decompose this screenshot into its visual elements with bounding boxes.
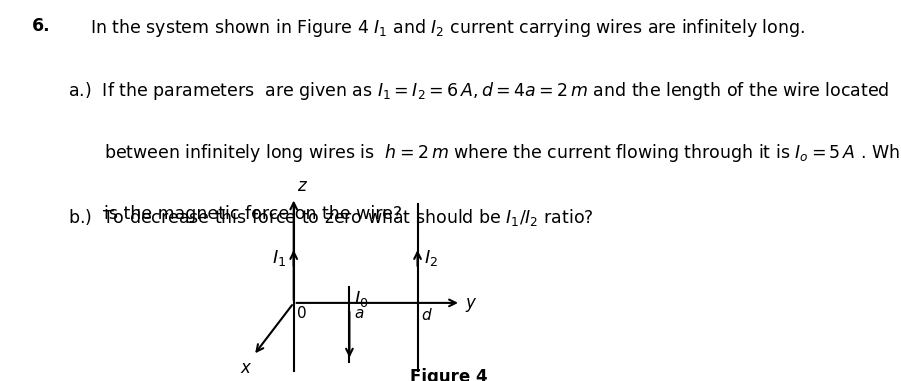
Text: between infinitely long wires is  $h = 2\,m$ where the current flowing through i: between infinitely long wires is $h = 2\… (104, 142, 901, 165)
Text: Figure 4: Figure 4 (410, 368, 487, 381)
Text: $I_1$: $I_1$ (272, 248, 287, 268)
Text: b.)  To decrease this force to zero what should be $I_1/I_2$ ratio?: b.) To decrease this force to zero what … (68, 207, 593, 228)
Text: z: z (296, 176, 305, 195)
Text: d: d (422, 308, 431, 323)
Text: a: a (354, 306, 364, 321)
Text: In the system shown in Figure 4 $I_1$ and $I_2$ current carrying wires are infin: In the system shown in Figure 4 $I_1$ an… (90, 17, 805, 39)
Text: $I_2$: $I_2$ (423, 248, 438, 268)
Text: a.)  If the parameters  are given as $I_1 = I_2 = 6\,A, d = 4a = 2\,m$ and the l: a.) If the parameters are given as $I_1 … (68, 80, 889, 102)
Text: 0: 0 (297, 306, 307, 321)
Text: is the magnetic force on the wire?: is the magnetic force on the wire? (104, 205, 402, 223)
Text: 6.: 6. (32, 17, 50, 35)
Text: x: x (241, 359, 250, 376)
Text: $I_0$: $I_0$ (354, 289, 369, 309)
Text: y: y (465, 294, 475, 312)
